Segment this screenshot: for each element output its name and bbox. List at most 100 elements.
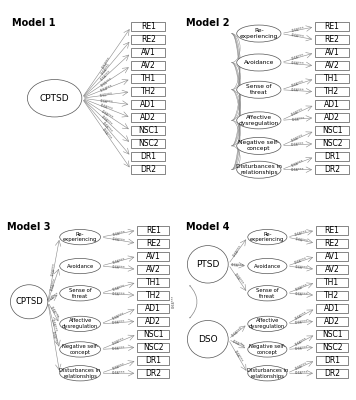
FancyBboxPatch shape bbox=[137, 316, 169, 326]
Ellipse shape bbox=[248, 230, 287, 245]
Text: 0.66***: 0.66*** bbox=[101, 121, 112, 134]
Text: 0.66***: 0.66*** bbox=[232, 244, 244, 258]
Text: AV1: AV1 bbox=[141, 48, 156, 57]
Text: RE1: RE1 bbox=[146, 226, 161, 235]
Text: TH1: TH1 bbox=[324, 278, 340, 287]
Ellipse shape bbox=[27, 80, 82, 117]
Text: NSC1: NSC1 bbox=[143, 330, 163, 339]
Text: 0.66***: 0.66*** bbox=[294, 311, 308, 321]
Text: 0.66***: 0.66*** bbox=[112, 284, 126, 292]
FancyBboxPatch shape bbox=[315, 100, 349, 110]
Text: RE2: RE2 bbox=[146, 239, 161, 248]
Text: 0.66***: 0.66*** bbox=[291, 116, 305, 122]
Ellipse shape bbox=[187, 246, 228, 283]
Text: 0.66***: 0.66*** bbox=[112, 312, 126, 320]
Text: AV1: AV1 bbox=[325, 48, 339, 57]
Ellipse shape bbox=[237, 25, 281, 42]
FancyBboxPatch shape bbox=[131, 87, 165, 96]
Text: NSC2: NSC2 bbox=[138, 139, 158, 148]
Text: PTSD: PTSD bbox=[196, 260, 219, 269]
Text: AV2: AV2 bbox=[146, 265, 161, 274]
FancyBboxPatch shape bbox=[137, 356, 169, 365]
Text: 0.66***: 0.66*** bbox=[101, 127, 112, 141]
FancyBboxPatch shape bbox=[315, 87, 349, 96]
Text: RE2: RE2 bbox=[141, 35, 156, 44]
Text: TH2: TH2 bbox=[324, 87, 340, 96]
Text: RE2: RE2 bbox=[325, 239, 340, 248]
Text: 0.66***: 0.66*** bbox=[112, 258, 126, 265]
Text: 0.66***: 0.66*** bbox=[49, 306, 59, 320]
Text: AD2: AD2 bbox=[140, 113, 156, 122]
Text: AD1: AD1 bbox=[145, 304, 161, 313]
Text: CPTSD: CPTSD bbox=[15, 297, 43, 306]
Text: 0.66***: 0.66*** bbox=[294, 257, 309, 265]
Text: DR1: DR1 bbox=[324, 356, 340, 365]
FancyBboxPatch shape bbox=[137, 252, 169, 261]
Text: Affective
dysregulation: Affective dysregulation bbox=[249, 318, 286, 329]
Text: Model 3: Model 3 bbox=[7, 222, 51, 232]
FancyBboxPatch shape bbox=[316, 226, 348, 235]
Ellipse shape bbox=[60, 230, 100, 245]
Text: 0.66***: 0.66*** bbox=[112, 320, 126, 325]
Text: 0.66***: 0.66*** bbox=[231, 262, 245, 268]
Text: 0.66***: 0.66*** bbox=[112, 346, 126, 351]
Text: 0.66***: 0.66*** bbox=[112, 230, 126, 237]
Text: Re-
experiencing: Re- experiencing bbox=[250, 232, 284, 242]
Text: TH1: TH1 bbox=[324, 74, 340, 83]
Ellipse shape bbox=[60, 316, 100, 332]
Text: DR2: DR2 bbox=[324, 369, 340, 378]
FancyBboxPatch shape bbox=[137, 226, 169, 235]
Text: Sense of
threat: Sense of threat bbox=[69, 288, 91, 299]
Text: 0.66***: 0.66*** bbox=[291, 80, 305, 88]
FancyBboxPatch shape bbox=[137, 278, 169, 287]
FancyBboxPatch shape bbox=[316, 356, 348, 365]
FancyBboxPatch shape bbox=[316, 264, 348, 274]
Text: 0.66***: 0.66*** bbox=[294, 337, 308, 347]
Text: NSC2: NSC2 bbox=[143, 343, 163, 352]
Text: 0.66***: 0.66*** bbox=[294, 346, 308, 351]
Ellipse shape bbox=[248, 366, 287, 381]
Ellipse shape bbox=[237, 137, 281, 154]
Text: DSO: DSO bbox=[198, 335, 218, 344]
Text: Disturbances in
relationships: Disturbances in relationships bbox=[59, 368, 101, 379]
Text: TH1: TH1 bbox=[146, 278, 161, 287]
FancyBboxPatch shape bbox=[131, 139, 165, 148]
Ellipse shape bbox=[248, 258, 287, 274]
Ellipse shape bbox=[237, 54, 281, 71]
Text: DR2: DR2 bbox=[324, 165, 340, 174]
Text: Re-
experiencing: Re- experiencing bbox=[63, 232, 97, 242]
Text: 0.66***: 0.66*** bbox=[291, 34, 305, 40]
FancyBboxPatch shape bbox=[316, 330, 348, 339]
Text: Model 2: Model 2 bbox=[186, 18, 229, 28]
FancyBboxPatch shape bbox=[315, 74, 349, 84]
FancyBboxPatch shape bbox=[316, 342, 348, 352]
Text: CPTSD: CPTSD bbox=[40, 94, 69, 103]
Text: RE1: RE1 bbox=[325, 22, 340, 31]
Text: Affective
dysregulation: Affective dysregulation bbox=[62, 318, 98, 329]
Ellipse shape bbox=[60, 286, 100, 301]
Ellipse shape bbox=[10, 285, 48, 319]
Ellipse shape bbox=[187, 320, 228, 358]
Text: 0.66***: 0.66*** bbox=[112, 371, 126, 375]
Text: 0.66***: 0.66*** bbox=[112, 337, 126, 346]
Text: Affective
dysregulation: Affective dysregulation bbox=[239, 115, 279, 126]
Text: TH2: TH2 bbox=[141, 87, 156, 96]
Text: TH2: TH2 bbox=[146, 291, 161, 300]
Text: 0.66***: 0.66*** bbox=[112, 292, 126, 297]
FancyBboxPatch shape bbox=[131, 61, 165, 70]
Text: NSC2: NSC2 bbox=[322, 139, 342, 148]
Text: 0.66***: 0.66*** bbox=[294, 237, 308, 244]
FancyBboxPatch shape bbox=[315, 139, 349, 148]
FancyBboxPatch shape bbox=[137, 304, 169, 313]
FancyBboxPatch shape bbox=[131, 152, 165, 161]
Text: 0.66***: 0.66*** bbox=[172, 295, 176, 308]
FancyBboxPatch shape bbox=[316, 290, 348, 300]
FancyBboxPatch shape bbox=[316, 316, 348, 326]
Text: Avoidance: Avoidance bbox=[254, 264, 281, 268]
FancyBboxPatch shape bbox=[131, 126, 165, 136]
Text: NSC1: NSC1 bbox=[322, 126, 342, 135]
Text: Model 4: Model 4 bbox=[186, 222, 229, 232]
Text: AD2: AD2 bbox=[145, 317, 161, 326]
Text: AV2: AV2 bbox=[141, 61, 156, 70]
Ellipse shape bbox=[237, 161, 281, 178]
